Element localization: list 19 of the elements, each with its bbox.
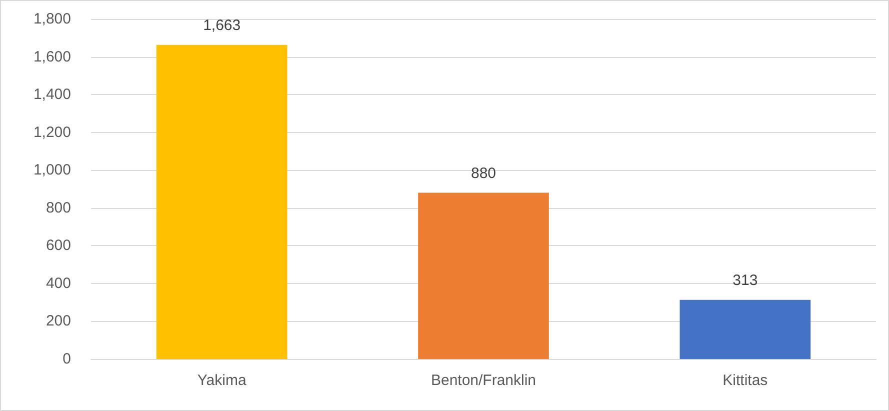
y-tick-label: 400 — [46, 274, 71, 292]
y-tick-label: 1,000 — [33, 162, 71, 179]
x-tick-label: Benton/Franklin — [430, 372, 536, 389]
bar — [680, 300, 811, 359]
data-label: 1,663 — [203, 16, 241, 34]
y-tick-label: 1,800 — [33, 10, 71, 28]
y-tick-label: 1,400 — [33, 86, 71, 104]
x-tick-label: Kittitas — [722, 372, 768, 389]
bar — [156, 44, 288, 359]
data-label: 313 — [732, 272, 758, 289]
y-tick-label: 0 — [62, 350, 71, 368]
y-tick-label: 800 — [46, 199, 71, 216]
y-tick-label: 600 — [46, 237, 71, 254]
y-tick-label: 1,200 — [33, 124, 71, 141]
y-tick-label: 200 — [46, 312, 71, 330]
y-tick-label: 1,600 — [33, 48, 71, 66]
bar — [418, 192, 549, 359]
data-label: 880 — [470, 164, 496, 182]
x-tick-label: Yakima — [197, 372, 247, 389]
